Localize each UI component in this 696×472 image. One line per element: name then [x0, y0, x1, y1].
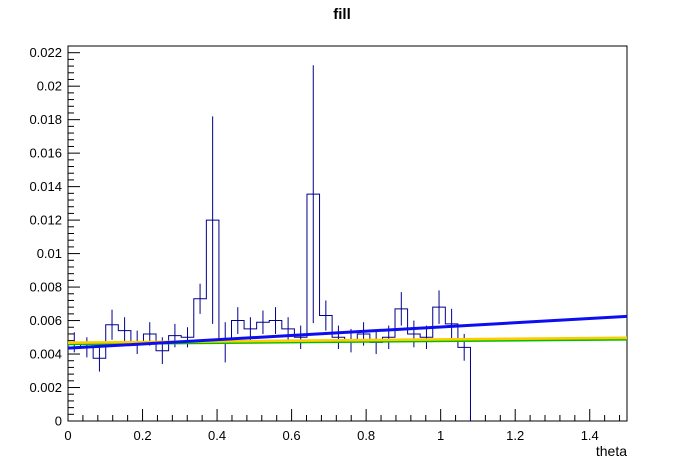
y-tick-label: 0.02	[37, 79, 62, 94]
x-tick-label: 0	[64, 428, 71, 443]
plot-title: fill	[333, 6, 351, 23]
data-layer	[67, 65, 628, 421]
y-tick-label: 0.006	[29, 313, 62, 328]
x-tick-label: 1.2	[506, 428, 524, 443]
histogram-outline	[68, 193, 471, 421]
x-tick-label: 0.4	[208, 428, 226, 443]
x-tick-label: 0.6	[283, 428, 301, 443]
y-tick-label: 0.022	[29, 45, 62, 60]
x-tick-label: 1.4	[581, 428, 599, 443]
y-tick-label: 0	[55, 414, 62, 429]
x-tick-label: 1	[437, 428, 444, 443]
y-tick-label: 0.014	[29, 179, 62, 194]
x-axis-title: theta	[596, 443, 627, 459]
fit-line-blue	[67, 314, 628, 350]
y-tick-label: 0.002	[29, 380, 62, 395]
x-tick-label: 0.2	[133, 428, 151, 443]
plot-frame	[67, 45, 628, 422]
y-tick-label: 0.012	[29, 213, 62, 228]
y-tick-label: 0.01	[37, 246, 62, 261]
frame-layer: 0 0.2 0.4 0.6 0.8 1 1.2 1.4 0 0.002 0.004 0.006 0.00…	[29, 45, 628, 443]
y-tick-label: 0.016	[29, 146, 62, 161]
y-tick-label: 0.004	[29, 347, 62, 362]
x-tick-label: 0.8	[357, 428, 375, 443]
y-tick-label: 0.018	[29, 112, 62, 127]
y-tick-label: 0.008	[29, 280, 62, 295]
